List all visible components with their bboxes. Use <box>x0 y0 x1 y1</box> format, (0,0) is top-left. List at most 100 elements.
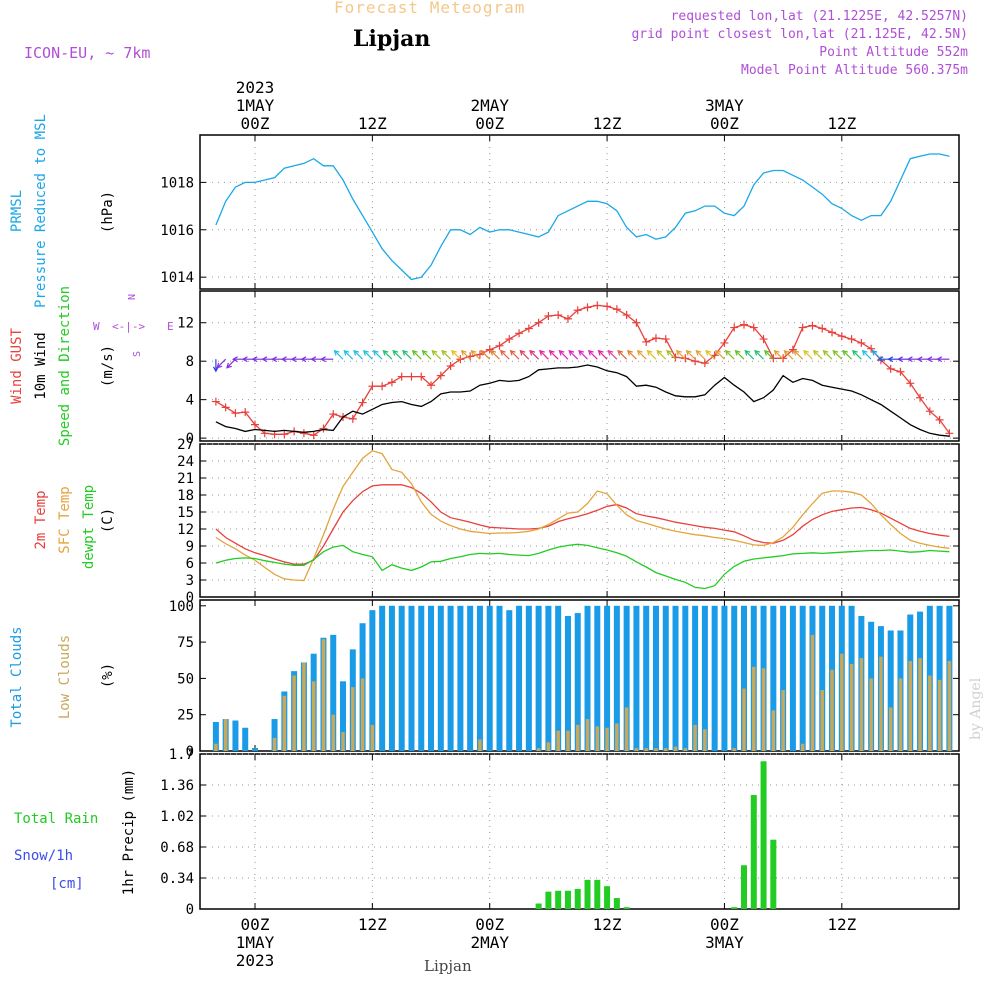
gust-marker <box>378 382 387 391</box>
series-line-wind <box>215 364 950 437</box>
ylabel-sfctemp: SFC Temp <box>57 486 73 553</box>
wind-arrowhead <box>548 349 555 356</box>
bar-total_clouds <box>437 605 444 751</box>
bar-total_clouds <box>731 605 738 751</box>
ytick-label-precip: 0 <box>186 902 194 918</box>
gust-marker <box>886 364 895 373</box>
wind-arrowhead <box>241 356 248 363</box>
wind-arrow <box>402 350 412 360</box>
bar-low_clouds <box>292 675 296 751</box>
bar-rain <box>584 879 591 909</box>
gust-marker <box>387 378 396 387</box>
bar-low_clouds <box>937 679 942 751</box>
bar-rain <box>604 886 611 909</box>
bar-low_clouds <box>321 639 326 751</box>
wind-arrowhead <box>343 349 350 356</box>
wind-arrowhead <box>695 349 702 356</box>
wind-arrow <box>793 350 804 360</box>
bar-total_clouds <box>212 721 219 751</box>
gust-marker <box>309 431 318 440</box>
wind-arrow <box>725 350 735 360</box>
bar-rain <box>545 891 552 909</box>
bar-low_clouds <box>830 669 834 751</box>
ytick-label-temperature: 15 <box>177 505 194 521</box>
wind-arrowhead <box>627 349 633 356</box>
wind-arrowhead <box>803 349 809 356</box>
wind-arrow <box>735 350 745 360</box>
wind-arrowhead <box>636 349 643 356</box>
wind-arrowhead <box>333 349 340 356</box>
bar-low_clouds <box>624 707 629 751</box>
gust-marker <box>495 341 504 350</box>
bar-low_clouds <box>761 668 766 751</box>
wind-arrowhead <box>842 349 849 356</box>
bar-rain <box>613 898 620 909</box>
gust-marker <box>857 338 866 347</box>
ylabel-wind: 10m Wind <box>33 332 49 399</box>
ylabel-total-clouds: Total Clouds <box>9 626 25 727</box>
bar-total_clouds <box>388 605 395 751</box>
legend-cm: [cm] <box>50 876 84 892</box>
bar-rain <box>750 795 757 909</box>
gust-marker <box>348 414 357 423</box>
gust-marker <box>593 301 602 310</box>
bar-low_clouds <box>908 660 913 751</box>
top-time-label: 00Z <box>710 114 739 133</box>
wind-arrowhead <box>916 356 923 363</box>
wind-arrow <box>842 350 853 360</box>
bar-low_clouds <box>605 727 609 751</box>
bar-total_clouds <box>887 630 894 751</box>
gust-marker <box>788 345 797 354</box>
gust-marker <box>280 430 289 439</box>
bottom-time-label: 12Z <box>593 915 622 934</box>
bar-low_clouds <box>282 695 287 751</box>
bar-low_clouds <box>341 732 345 751</box>
bar-total_clouds <box>613 605 620 751</box>
wind-arrowhead <box>261 356 268 363</box>
gust-marker <box>583 303 592 312</box>
wind-arrow <box>392 350 403 360</box>
ytick-label-clouds: 100 <box>169 599 194 615</box>
wind-arrowhead <box>724 349 731 356</box>
bar-low_clouds <box>869 678 873 751</box>
wind-arrowhead <box>539 349 545 356</box>
bar-low_clouds <box>302 662 306 751</box>
gust-marker <box>661 335 670 344</box>
grid-point-coords: grid point closest lon,lat (21.125E, 42.… <box>631 27 968 42</box>
compass-s: S <box>132 351 143 357</box>
wind-arrowhead <box>783 349 790 356</box>
gust-marker <box>808 321 817 330</box>
bar-total_clouds <box>525 605 532 751</box>
bar-low_clouds <box>272 737 277 751</box>
bar-low_clouds <box>810 634 815 751</box>
ylabel-gust: Wind GUST <box>9 328 25 404</box>
wind-arrowhead <box>744 349 751 356</box>
bar-low_clouds <box>840 653 844 751</box>
wind-arrow <box>823 350 833 360</box>
unit-label-temperature: (C) <box>100 508 116 533</box>
bar-low_clouds <box>703 729 707 751</box>
panel-frame-wind <box>199 290 960 442</box>
bar-low_clouds <box>820 690 824 751</box>
bar-total_clouds <box>574 613 581 751</box>
wind-arrow <box>607 350 618 360</box>
gust-marker <box>847 335 856 344</box>
wind-arrow <box>813 350 823 360</box>
gust-marker <box>632 318 641 327</box>
bar-low_clouds <box>947 660 952 751</box>
wind-arrowhead <box>251 356 258 363</box>
wind-arrow <box>744 350 755 360</box>
bar-total_clouds <box>594 605 601 751</box>
wind-arrowhead <box>832 349 839 356</box>
ytick-label-temperature: 3 <box>186 573 194 589</box>
bar-low_clouds <box>556 730 560 751</box>
wind-arrow <box>471 350 481 360</box>
wind-arrowhead <box>822 349 829 356</box>
bar-total_clouds <box>564 615 571 751</box>
ytick-label-temperature: 27 <box>177 437 194 453</box>
gust-marker <box>211 397 220 406</box>
wind-arrow <box>852 350 862 360</box>
wind-arrowhead <box>793 349 800 356</box>
wind-arrow <box>666 350 676 360</box>
gust-marker <box>485 345 494 354</box>
